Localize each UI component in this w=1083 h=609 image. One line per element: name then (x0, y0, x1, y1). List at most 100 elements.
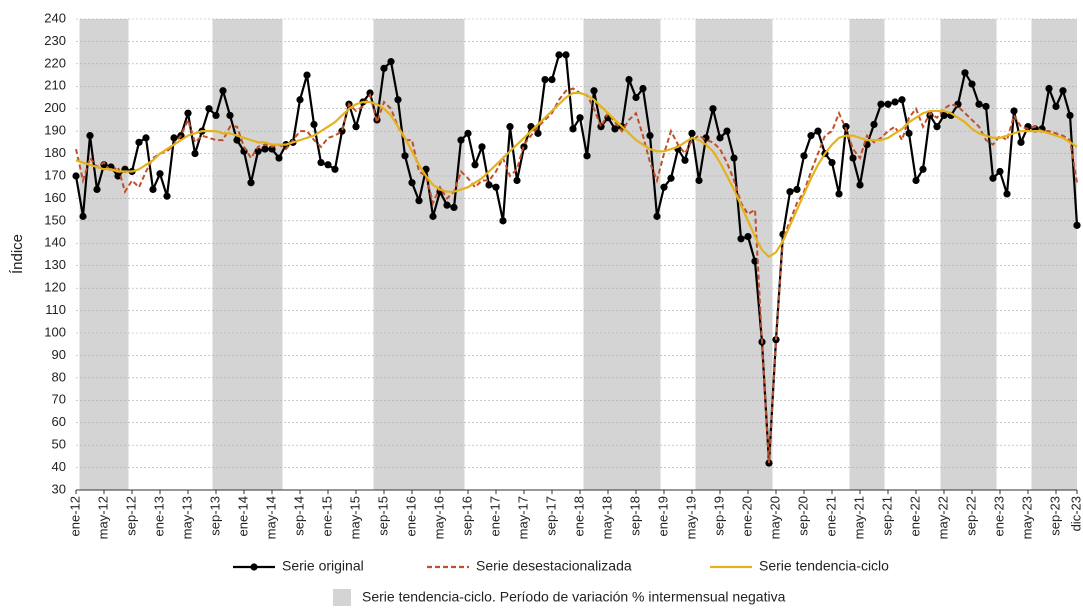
data-point (212, 111, 220, 120)
data-point (401, 152, 409, 160)
x-tick-label: sep-21 (879, 496, 894, 536)
x-tick-label: sep-20 (795, 496, 810, 536)
data-point (996, 167, 1004, 176)
legend-swatch (333, 589, 351, 606)
y-tick-label: 170 (44, 167, 66, 182)
data-point (142, 134, 150, 142)
legend-label: Serie tendencia-ciclo (759, 558, 889, 574)
data-point (786, 188, 794, 196)
data-point (842, 123, 850, 131)
data-point (807, 132, 815, 140)
data-point (191, 149, 199, 158)
data-point (450, 203, 458, 211)
y-tick-label: 240 (44, 10, 66, 25)
data-point (1073, 221, 1081, 229)
data-point (429, 212, 437, 220)
x-tick-label: ene-22 (907, 496, 922, 536)
data-point (464, 129, 472, 137)
data-point (86, 132, 94, 140)
y-tick-label: 140 (44, 235, 66, 250)
data-point (940, 111, 948, 120)
y-tick-label: 100 (44, 324, 66, 339)
data-point (919, 165, 927, 173)
data-point (478, 143, 486, 151)
shaded-period (695, 19, 773, 490)
x-tick-label: ene-15 (319, 496, 334, 536)
x-tick-label: may-20 (767, 496, 782, 539)
data-point (1045, 84, 1053, 93)
data-point (681, 156, 689, 164)
data-point (555, 51, 563, 59)
data-point (968, 80, 976, 88)
data-point (912, 176, 920, 185)
data-point (93, 185, 101, 194)
data-point (534, 129, 542, 137)
y-tick-label: 120 (44, 280, 66, 295)
data-point (506, 123, 514, 131)
data-point (905, 129, 913, 137)
data-point (485, 181, 493, 189)
data-point (1066, 111, 1074, 120)
data-point (541, 75, 549, 84)
data-point (156, 170, 164, 178)
data-point (814, 127, 822, 135)
data-point (303, 71, 311, 79)
y-tick-label: 90 (52, 347, 66, 362)
data-point (975, 100, 983, 108)
x-tick-label: may-19 (683, 496, 698, 539)
y-tick-label: 190 (44, 123, 66, 138)
x-tick-label: may-18 (599, 496, 614, 539)
data-point (135, 138, 143, 146)
data-point (569, 125, 577, 133)
data-point (653, 212, 661, 220)
shaded-period (940, 19, 997, 490)
y-axis-label: Índice (9, 234, 26, 274)
data-point (611, 125, 619, 133)
data-point (324, 161, 332, 169)
x-tick-label: may-13 (179, 496, 194, 539)
data-point (79, 212, 87, 220)
data-point (366, 89, 374, 97)
data-point (205, 105, 213, 113)
x-tick-label: ene-20 (739, 496, 754, 536)
legend-label: Serie tendencia-ciclo. Período de variac… (362, 589, 786, 605)
x-tick-label: sep-16 (459, 496, 474, 536)
data-point (716, 134, 724, 142)
data-point (380, 64, 388, 72)
x-tick-label: dic-23 (1068, 496, 1083, 531)
data-point (835, 190, 843, 198)
data-point (184, 109, 192, 117)
x-tick-label: may-14 (263, 496, 278, 539)
data-point (520, 143, 528, 151)
data-point (954, 100, 962, 108)
series-line (75, 87, 1078, 464)
data-point (1052, 102, 1060, 111)
data-point (275, 154, 283, 162)
x-tick-label: ene-17 (487, 496, 502, 536)
data-point (884, 100, 892, 108)
legend: Serie original Serie desestacionalizada Se… (233, 558, 889, 606)
data-point (163, 192, 171, 200)
data-point (877, 100, 885, 108)
x-tick-label: ene-23 (991, 496, 1006, 536)
data-point (443, 201, 451, 209)
data-point (513, 176, 521, 185)
y-tick-label: 60 (52, 414, 66, 429)
data-point (737, 235, 745, 243)
data-point (240, 147, 248, 155)
data-point (597, 123, 605, 131)
y-tick-label: 230 (44, 33, 66, 48)
data-point (219, 87, 227, 95)
data-point (331, 165, 339, 173)
data-point (793, 185, 801, 194)
shaded-period (1031, 19, 1077, 490)
data-point (548, 75, 556, 84)
data-point (828, 158, 836, 167)
y-tick-label: 180 (44, 145, 66, 160)
y-tick-label: 50 (52, 437, 66, 452)
data-point (1059, 87, 1067, 95)
x-tick-label: may-23 (1019, 496, 1034, 539)
y-tick-label: 220 (44, 55, 66, 70)
data-point (1003, 190, 1011, 198)
